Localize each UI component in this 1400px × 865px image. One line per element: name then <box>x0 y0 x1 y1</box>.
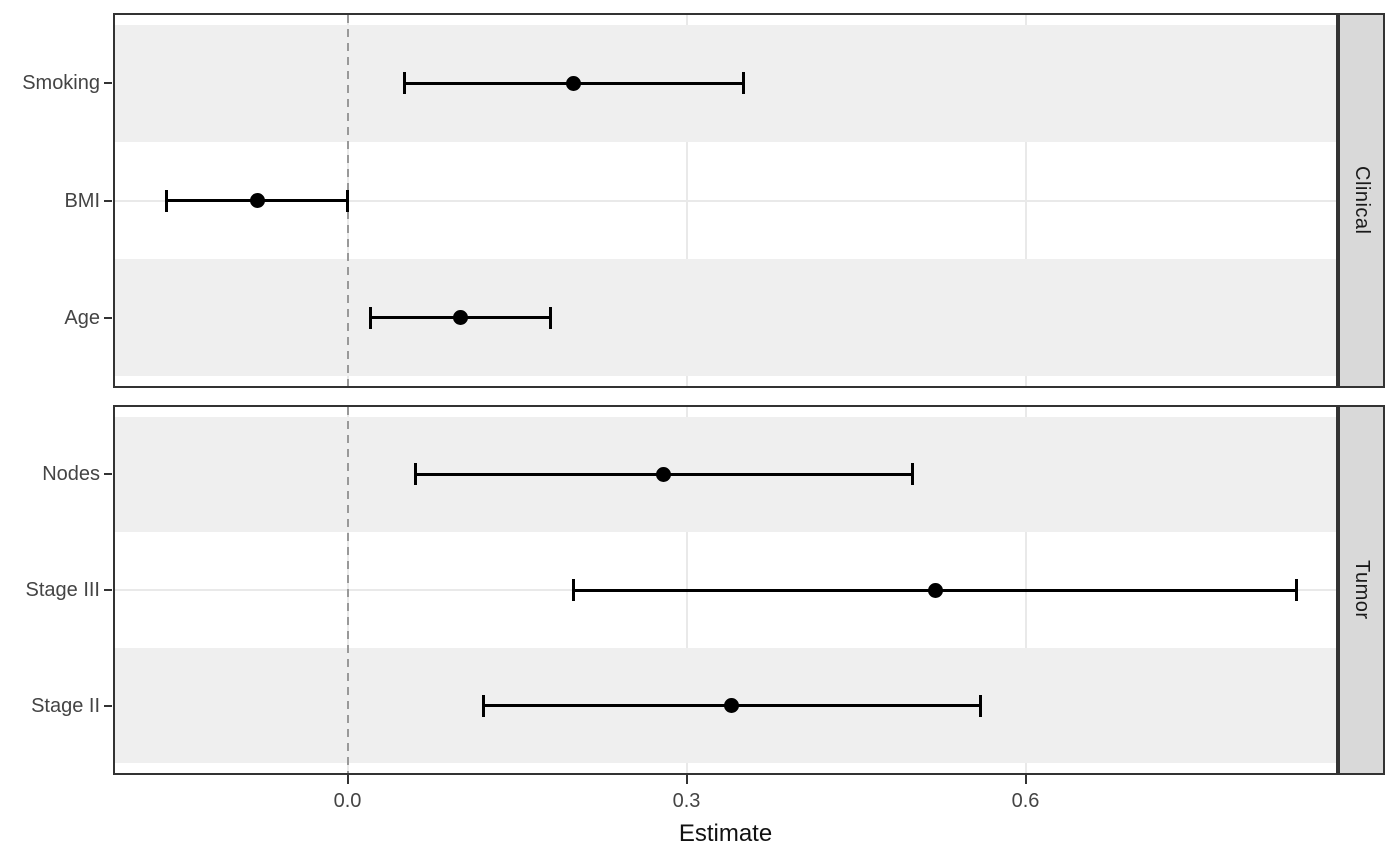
x-axis-tick <box>685 775 688 784</box>
facet-strip-label: Tumor <box>1351 560 1373 620</box>
y-axis-label: Nodes <box>42 463 100 486</box>
facet-strip-label: Clinical <box>1351 166 1373 235</box>
x-axis-tick-label: 0.3 <box>672 790 701 812</box>
point-estimate <box>453 310 468 326</box>
errorbar-cap-right <box>978 694 982 717</box>
errorbar-cap-right <box>741 72 745 95</box>
errorbar-cap-right <box>346 189 349 212</box>
point-estimate <box>249 193 265 208</box>
errorbar-cap-left <box>481 694 485 717</box>
point-estimate <box>927 582 943 598</box>
y-axis-tick <box>104 589 112 591</box>
y-axis-tick <box>104 473 112 476</box>
x-axis-tick-label: 0.0 <box>333 790 362 812</box>
y-axis-label: Stage III <box>25 579 101 601</box>
errorbar-cap-left <box>402 72 406 95</box>
facet-panel-tumor <box>113 405 1338 775</box>
y-axis-label: Age <box>64 306 100 329</box>
x-axis-tick <box>1024 775 1027 784</box>
point-estimate <box>656 466 672 482</box>
errorbar-cap-right <box>911 463 914 486</box>
x-axis-tick-label: 0.6 <box>1011 790 1040 812</box>
y-axis-label: Stage II <box>31 694 100 717</box>
point-estimate <box>724 698 740 714</box>
y-axis-tick <box>104 316 112 319</box>
y-axis-label: Smoking <box>22 72 100 95</box>
errorbar-cap-left <box>165 189 169 212</box>
errorbar-cap-left <box>368 306 372 329</box>
y-axis-tick <box>104 199 112 202</box>
zero-reference-line <box>346 407 349 773</box>
errorbar-cap-left <box>413 463 417 486</box>
x-axis-tick <box>346 775 349 784</box>
errorbar-cap-right <box>1295 579 1299 601</box>
errorbar-cap-left <box>572 579 575 601</box>
h-gridline <box>115 199 1336 202</box>
y-axis-tick <box>104 82 112 85</box>
y-axis-label: BMI <box>64 189 100 212</box>
row-stripe <box>115 259 1336 377</box>
facet-strip-clinical: Clinical <box>1338 13 1385 388</box>
x-axis-title: Estimate <box>678 820 773 847</box>
y-axis-tick <box>104 704 112 707</box>
facet-panel-clinical <box>113 13 1338 388</box>
facet-strip-tumor: Tumor <box>1338 405 1385 775</box>
point-estimate <box>566 75 581 91</box>
errorbar-cap-right <box>549 306 553 329</box>
